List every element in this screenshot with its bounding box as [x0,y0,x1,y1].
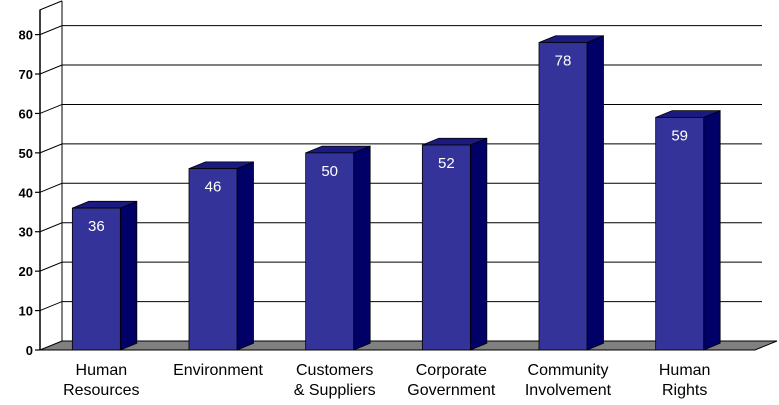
bar [188,161,254,351]
bar [538,35,604,351]
bar-front [538,42,588,351]
bar-side [236,161,254,351]
y-tick-label: 60 [19,106,33,121]
x-tick-label: Human Rights [659,362,711,399]
x-tick-label: Customers & Suppliers [294,362,376,399]
x-tick-label: Community Involvement [525,362,612,399]
chart-walls [39,0,63,350]
y-tick-label: 50 [19,146,33,161]
data-label: 36 [88,218,105,235]
y-tick-label: 30 [19,225,33,240]
bar-side [119,200,138,351]
labels: 36 Human Resources 46 Environment 50 Customers… [63,52,710,399]
bar [305,145,371,351]
data-label: 78 [555,52,572,69]
x-tick-label: Corporate Government [407,362,496,399]
gridline [39,261,762,272]
bar-front [421,144,471,351]
bar-front [305,152,355,351]
bar [421,137,488,351]
gridlines [39,25,762,312]
gridline [39,64,762,75]
y-tick-label: 40 [19,185,33,200]
x-tick-label: Environment [173,362,263,379]
bar-side [469,137,488,351]
y-tick-label: 0 [26,343,33,358]
y-tick-label: 20 [19,264,33,279]
data-label: 50 [321,163,338,180]
bars [71,35,721,351]
y-tick-label: 80 [19,28,33,43]
gridline [39,25,762,36]
y-tick-label: 10 [19,304,33,319]
bar [71,200,138,351]
data-label: 59 [671,127,688,144]
bar-side [353,145,371,351]
bar-side [586,35,604,351]
bar [655,110,721,351]
bar-front [71,207,121,351]
y-tick-label: 70 [19,67,33,82]
data-label: 52 [438,155,455,172]
x-tick-label: Human Resources [63,362,139,399]
gridline [39,143,762,154]
side-wall-edge [39,0,63,350]
bar-front [188,168,238,351]
gridline [39,222,762,233]
gridline [39,103,762,114]
bar-side [703,110,721,351]
y-axis: 0 10 20 30 40 50 60 70 80 [19,9,41,358]
gridline [39,182,762,193]
bar-front [655,116,705,351]
gridline [39,301,762,312]
data-label: 46 [205,179,222,196]
